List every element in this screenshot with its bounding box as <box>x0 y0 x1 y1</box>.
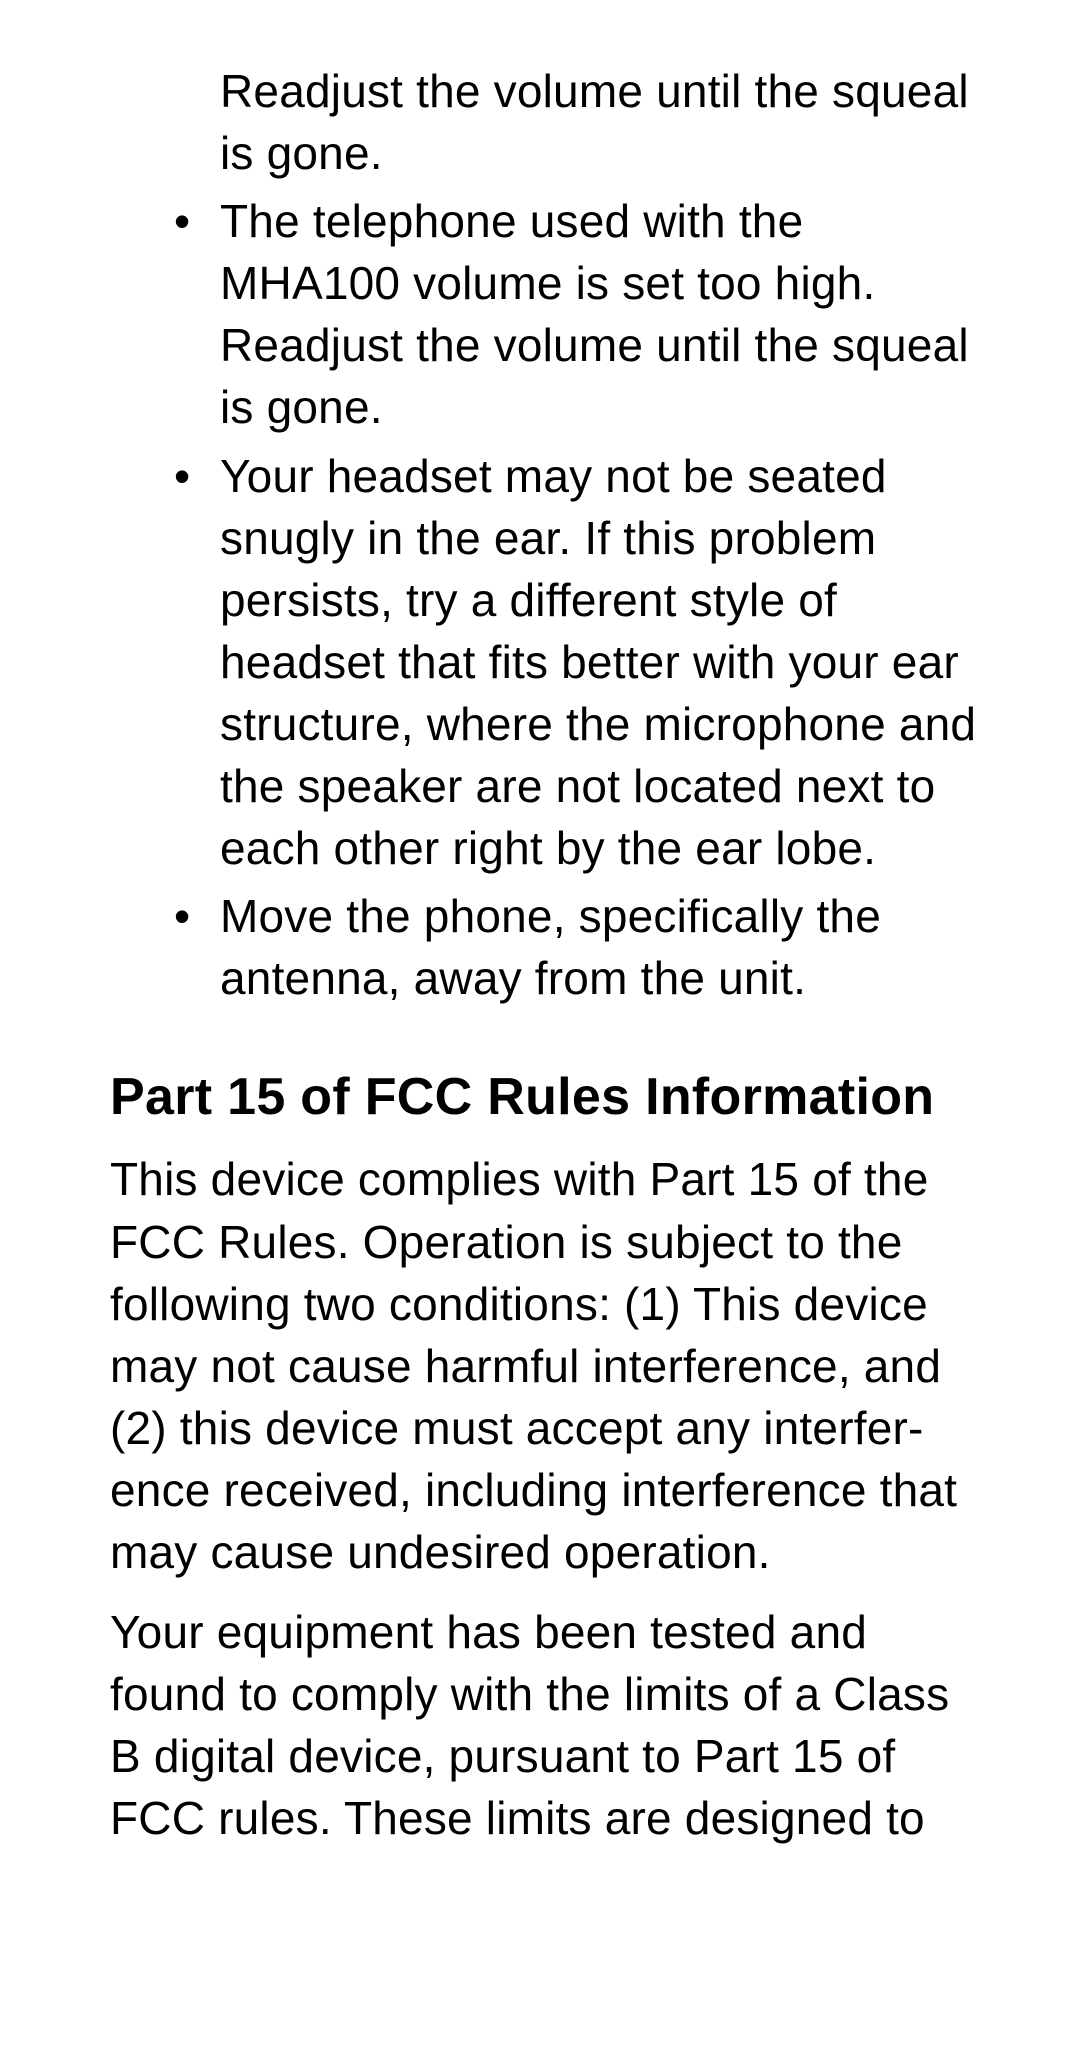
body-paragraph: This device complies with Part 15 of the… <box>110 1148 980 1583</box>
list-item: Readjust the volume until the squeal is … <box>220 60 980 184</box>
troubleshooting-list: Readjust the volume until the squeal is … <box>110 60 980 1009</box>
body-paragraph: Your equipment has been tested and found… <box>110 1601 980 1849</box>
list-item: The telephone used with the MHA100 volum… <box>220 190 980 438</box>
list-item: Your headset may not be seated snugly in… <box>220 445 980 880</box>
document-page: Readjust the volume until the squeal is … <box>0 0 1080 1909</box>
section-heading-fcc: Part 15 of FCC Rules Information <box>110 1065 980 1130</box>
list-item: Move the phone, specifically the antenna… <box>220 885 980 1009</box>
